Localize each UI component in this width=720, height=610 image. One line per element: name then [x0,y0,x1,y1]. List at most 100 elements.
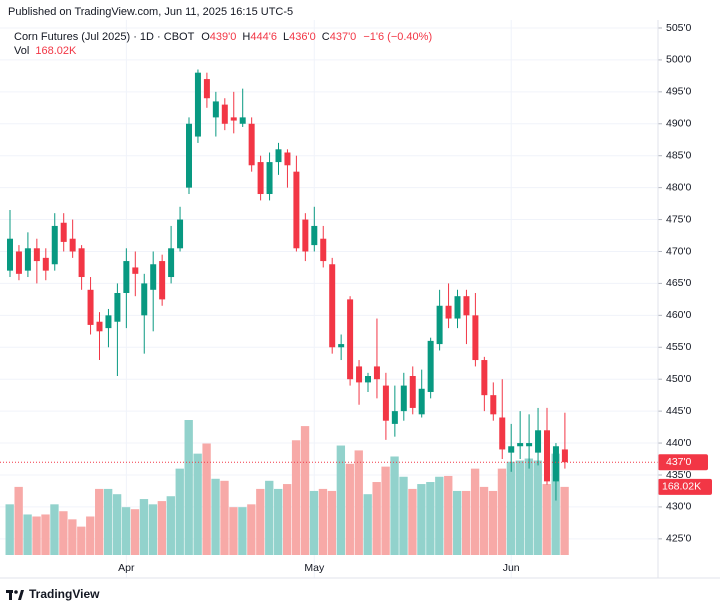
candle-body [382,385,389,421]
y-tick-label: 505'0 [666,22,692,34]
volume-label-box [658,478,712,495]
volume-bar [435,476,444,555]
volume-bar [32,516,41,555]
published-title: Published on TradingView.com, Jun 11, 20… [8,6,293,18]
volume-bar [515,460,525,555]
y-tick-label: 455'0 [666,341,692,353]
candle-body [481,360,488,396]
candle-body [320,238,327,262]
volume-bar [479,486,489,555]
candle-body [490,395,497,415]
candle-body [87,289,94,325]
candle-body [114,292,121,322]
y-tick-label: 475'0 [666,213,692,225]
candle-body [266,162,273,195]
candle-body [338,344,345,348]
legend-key: O [201,31,210,43]
volume-bar [86,516,95,555]
candle-body [365,376,371,383]
y-tick-label: 485'0 [666,149,692,161]
candle-body [463,296,470,316]
volume-bar [68,519,77,555]
candle-body [96,321,103,332]
x-tick-label: May [304,562,325,574]
logo-part [18,590,24,600]
legend-change: −1'6 (−0.40%) [363,31,432,43]
volume-bar [291,440,301,555]
legend-key: H [242,31,250,43]
candle-body [7,238,13,271]
y-tick-label: 440'0 [666,437,692,449]
candle-body [123,261,130,293]
candle-body [508,446,515,453]
y-tick-label: 480'0 [666,181,692,193]
candle-body [427,340,434,392]
candle-body [15,251,22,274]
candle-body [409,376,416,408]
candle-body [302,219,309,252]
volume-bar [50,504,59,555]
volume-bar [238,507,247,555]
y-tick-label: 430'0 [666,501,692,513]
volume-bar [247,504,256,555]
volume-bar [300,426,310,555]
volume-bar [184,420,193,555]
volume-bar [426,482,435,555]
volume-bar [265,480,274,555]
volume-bar [390,456,399,555]
volume-bar [354,450,363,555]
candle-body [33,248,40,262]
candle-body [212,101,219,118]
y-tick-label: 470'0 [666,245,692,257]
volume-bar [524,458,533,555]
volume-bar [139,499,149,555]
candle-body [311,225,318,246]
y-tick-label: 450'0 [666,373,692,385]
legend-symbol: Corn Futures (Jul 2025) · 1D · CBOT [14,31,195,43]
candle-body [51,225,58,265]
candle-body [356,366,363,383]
candle-layer [7,69,568,501]
candle-body [69,238,76,252]
volume-bar [345,463,354,555]
legend-key: C [322,31,330,43]
volume-bar [148,504,158,555]
y-tick-label: 465'0 [666,277,692,289]
volume-bar [497,468,507,555]
candle-body [248,123,255,166]
volume-bar [220,480,229,555]
volume-bar [41,514,50,555]
overlay-layer: 437'0 168.02K [0,454,712,495]
y-tick-label: 460'0 [666,309,692,321]
y-tick-label: 490'0 [666,118,692,130]
candle-body [329,264,336,348]
candle-body [561,449,568,463]
candle-body [418,388,425,415]
volume-bar [453,490,462,555]
legend-value: 439'0 [210,31,237,43]
candle-body [177,219,184,249]
last-price-box [658,454,708,471]
candle-body [552,446,559,482]
candle-body [78,248,85,278]
volume-bar [59,511,68,555]
volume-label: 168.02K [662,481,701,493]
legend-value: 436'0 [289,31,316,43]
legend-line: Corn Futures (Jul 2025) · 1D · CBOT O439… [14,31,432,43]
volume-bar [506,461,516,555]
candle-body [203,79,210,99]
candle-body [436,305,443,345]
volume-bar [175,468,184,555]
volume-bar [282,484,292,555]
candle-body [454,296,461,319]
candle-body [293,171,300,249]
volume-bar [309,490,319,555]
volume-bar [23,514,32,555]
grid: 425'0 430'0 435'0 440'0 445'0 450'0 455'0 460'0… [0,20,692,578]
logo-part [14,590,18,594]
candle-body [391,411,398,424]
y-tick-label: 445'0 [666,405,692,417]
volume-bar [14,486,23,555]
volume-bar [112,494,122,555]
